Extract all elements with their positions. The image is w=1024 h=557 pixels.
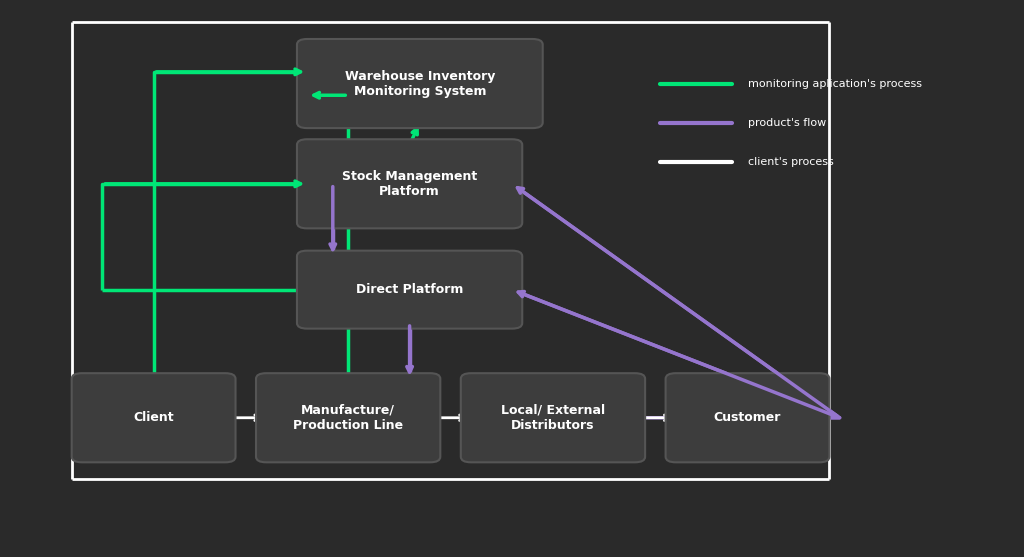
Text: Stock Management
Platform: Stock Management Platform — [342, 170, 477, 198]
FancyBboxPatch shape — [297, 251, 522, 329]
Text: Warehouse Inventory
Monitoring System: Warehouse Inventory Monitoring System — [345, 70, 495, 97]
Text: product's flow: product's flow — [748, 118, 825, 128]
Text: Direct Platform: Direct Platform — [356, 283, 463, 296]
FancyBboxPatch shape — [297, 139, 522, 228]
Text: Client: Client — [133, 411, 174, 424]
Text: client's process: client's process — [748, 157, 834, 167]
Text: Customer: Customer — [714, 411, 781, 424]
Text: monitoring aplication's process: monitoring aplication's process — [748, 79, 922, 89]
FancyBboxPatch shape — [256, 373, 440, 462]
Text: Manufacture/
Production Line: Manufacture/ Production Line — [293, 404, 403, 432]
Text: Local/ External
Distributors: Local/ External Distributors — [501, 404, 605, 432]
FancyBboxPatch shape — [666, 373, 829, 462]
FancyBboxPatch shape — [72, 373, 236, 462]
FancyBboxPatch shape — [461, 373, 645, 462]
FancyBboxPatch shape — [297, 39, 543, 128]
